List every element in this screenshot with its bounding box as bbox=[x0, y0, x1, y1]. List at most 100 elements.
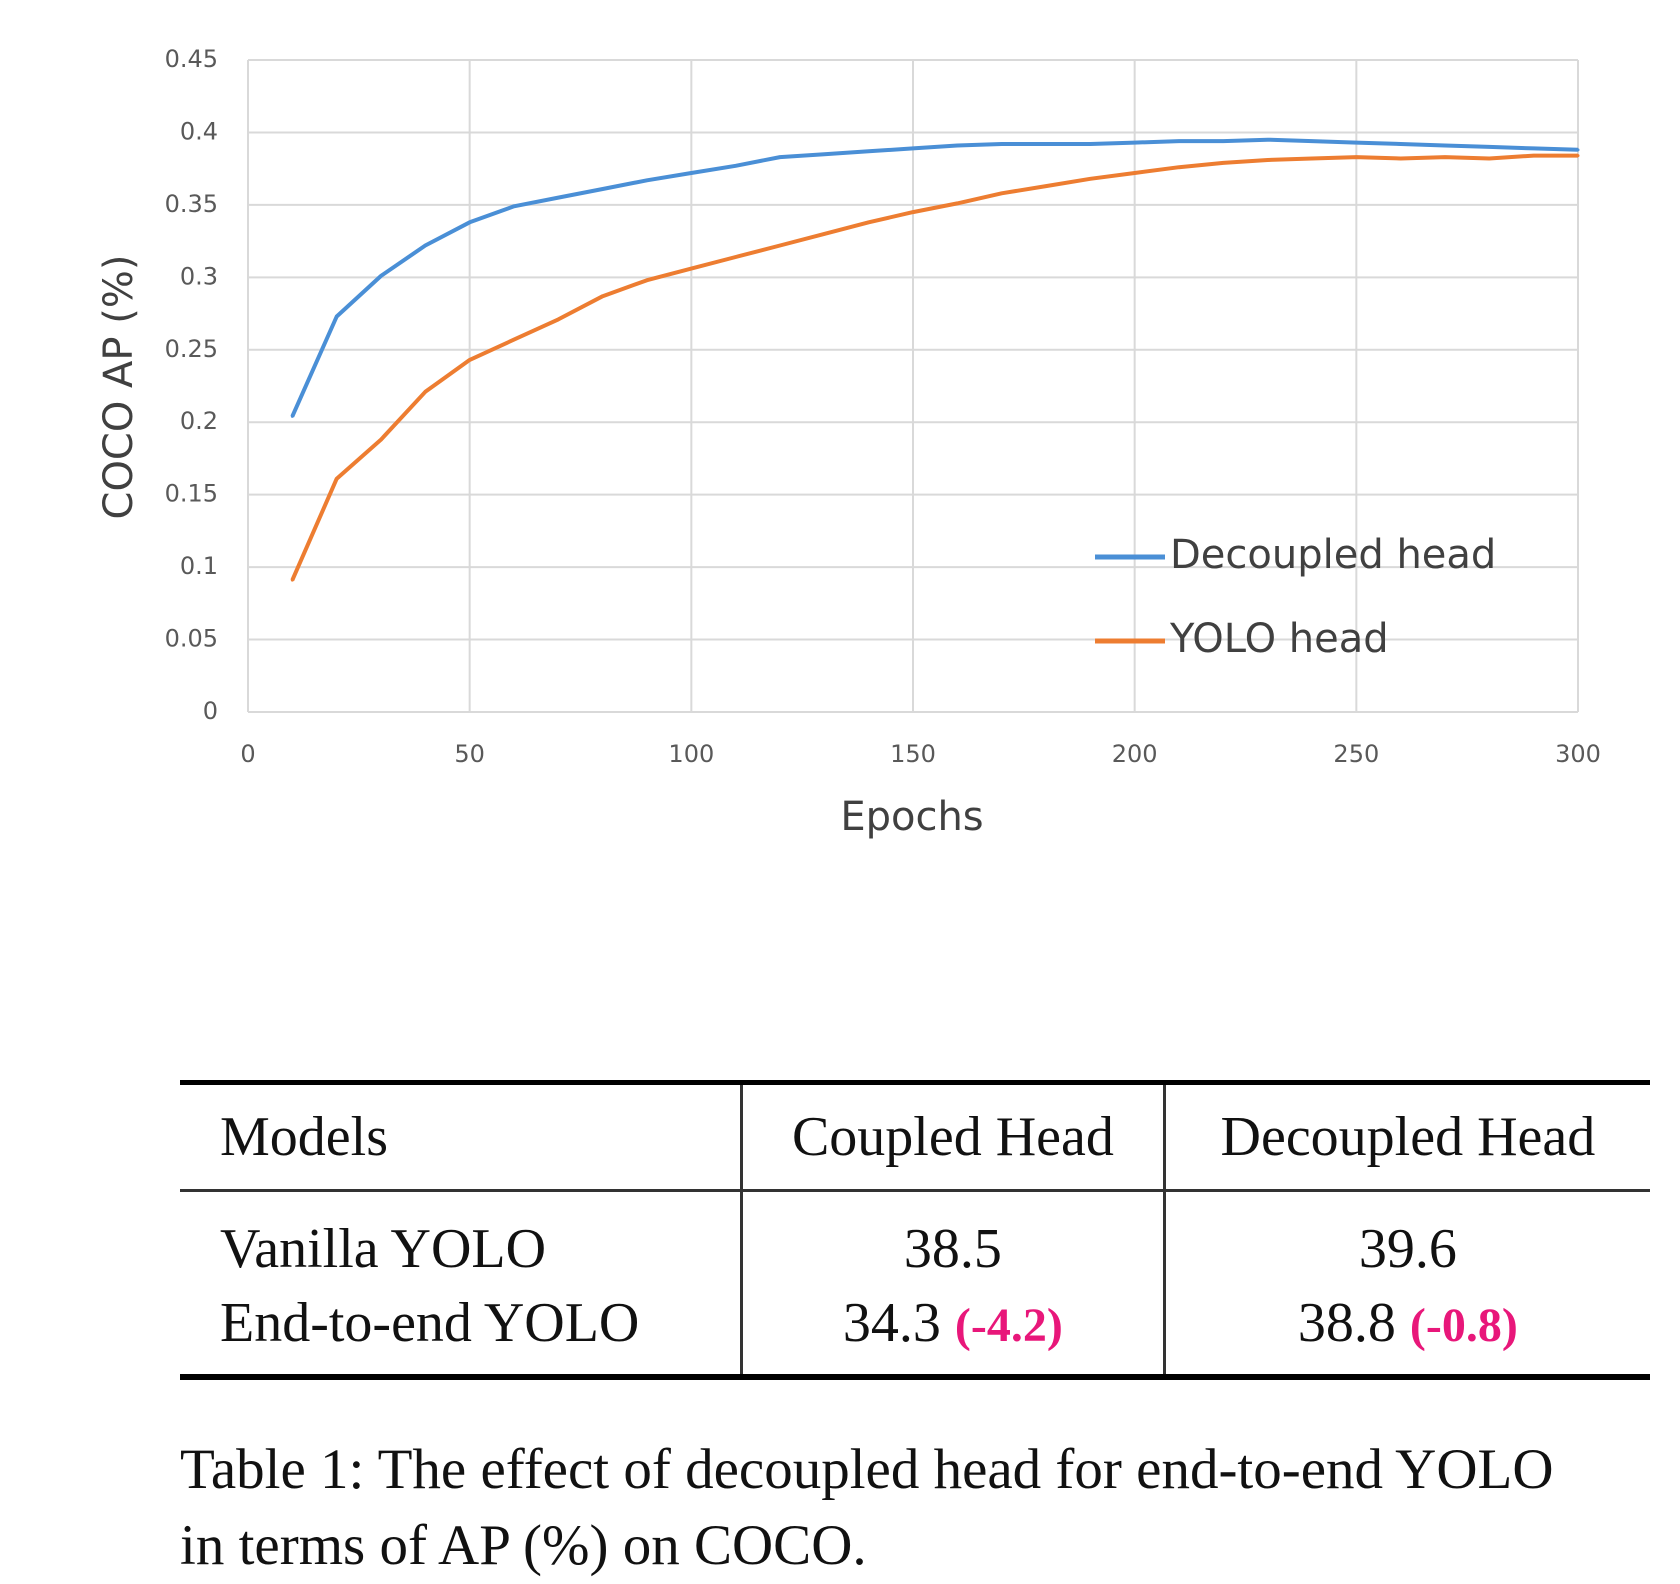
data-point bbox=[955, 143, 959, 147]
data-point bbox=[734, 164, 738, 168]
data-point bbox=[1133, 141, 1137, 145]
data-point bbox=[1487, 145, 1491, 149]
data-point bbox=[335, 314, 339, 318]
y-tick-label: 0.2 bbox=[180, 407, 218, 435]
data-point bbox=[1177, 165, 1181, 169]
decoupled-delta: (-0.8) bbox=[1409, 1299, 1518, 1352]
data-point bbox=[1576, 154, 1580, 158]
header-models: Models bbox=[220, 1106, 388, 1168]
decoupled-value: 38.8 bbox=[1297, 1292, 1396, 1354]
data-point bbox=[1044, 142, 1048, 146]
data-point bbox=[556, 196, 560, 200]
x-tick-label: 150 bbox=[890, 740, 936, 768]
decoupled-value-cell: 39.6 bbox=[1162, 1190, 1650, 1286]
data-point bbox=[379, 274, 383, 278]
decoupled-value: 39.6 bbox=[1358, 1218, 1457, 1280]
coupled-value-cell: 34.3 (-4.2) bbox=[740, 1286, 1165, 1377]
x-tick-label: 250 bbox=[1333, 740, 1379, 768]
gridlines bbox=[247, 59, 1579, 713]
data-point bbox=[423, 390, 427, 394]
data-point bbox=[1354, 155, 1358, 159]
header-coupled-head: Coupled Head bbox=[740, 1082, 1165, 1191]
data-point bbox=[1266, 138, 1270, 142]
model-name: Vanilla YOLO bbox=[220, 1218, 547, 1280]
data-point bbox=[1000, 191, 1004, 195]
data-point bbox=[645, 178, 649, 182]
coupled-value-cell: 38.5 bbox=[740, 1190, 1165, 1286]
table-row: End-to-end YOLO 34.3 (-4.2) 38.8 (-0.8) bbox=[180, 1286, 1650, 1377]
y-axis-title: COCO AP (%) bbox=[96, 255, 142, 520]
data-point bbox=[822, 152, 826, 156]
y-tick-label: 0.05 bbox=[165, 625, 218, 653]
y-tick-labels: 0 0.05 0.1 0.15 0.2 0.25 0.3 0.35 0.4 0.45 bbox=[165, 45, 218, 725]
x-tick-label: 200 bbox=[1112, 740, 1158, 768]
data-point bbox=[601, 294, 605, 298]
y-tick-label: 0.3 bbox=[180, 262, 218, 290]
series-line-yolo-head bbox=[290, 153, 1578, 582]
table-row: Vanilla YOLO 38.5 39.6 bbox=[180, 1190, 1650, 1286]
line-chart: 0 0.05 0.1 0.15 0.2 0.25 0.3 0.35 0.4 0.45 0 50 100… bbox=[96, 45, 1601, 840]
data-point bbox=[867, 220, 871, 224]
data-point bbox=[911, 146, 915, 150]
data-point bbox=[689, 171, 693, 175]
data-point bbox=[778, 243, 782, 247]
data-point bbox=[1399, 157, 1403, 161]
data-point bbox=[1221, 161, 1225, 165]
results-table-block: Models Coupled Head Decoupled Head Vanil… bbox=[180, 1080, 1650, 1380]
y-tick-label: 0.45 bbox=[165, 45, 218, 73]
data-point bbox=[1576, 148, 1580, 152]
results-table: Models Coupled Head Decoupled Head Vanil… bbox=[180, 1080, 1650, 1380]
data-point bbox=[867, 149, 871, 153]
decoupled-value-cell: 38.8 (-0.8) bbox=[1162, 1286, 1650, 1377]
coupled-value: 34.3 bbox=[842, 1292, 941, 1354]
legend-label: YOLO head bbox=[1169, 616, 1389, 662]
caption-line-2: in terms of AP (%) on COCO. bbox=[180, 1514, 867, 1577]
data-point bbox=[468, 358, 472, 362]
data-series bbox=[290, 137, 1580, 582]
data-point bbox=[1443, 155, 1447, 159]
x-tick-label: 0 bbox=[240, 740, 255, 768]
x-tick-label: 100 bbox=[668, 740, 714, 768]
data-point bbox=[290, 414, 294, 418]
x-tick-labels: 0 50 100 150 200 250 300 bbox=[240, 740, 1601, 768]
data-point bbox=[734, 255, 738, 259]
data-point bbox=[1088, 177, 1092, 181]
data-point bbox=[645, 278, 649, 282]
data-point bbox=[1266, 158, 1270, 162]
model-name: End-to-end YOLO bbox=[220, 1292, 640, 1354]
y-tick-label: 0.35 bbox=[165, 190, 218, 218]
data-point bbox=[1310, 157, 1314, 161]
data-point bbox=[1399, 142, 1403, 146]
y-tick-label: 0.15 bbox=[165, 480, 218, 508]
data-point bbox=[1133, 171, 1137, 175]
data-point bbox=[601, 187, 605, 191]
y-tick-label: 0.4 bbox=[180, 117, 218, 145]
table-header-row: Models Coupled Head Decoupled Head bbox=[180, 1082, 1650, 1191]
data-point bbox=[1088, 142, 1092, 146]
x-axis-title: Epochs bbox=[840, 794, 983, 840]
x-tick-label: 50 bbox=[454, 740, 485, 768]
data-point bbox=[911, 210, 915, 214]
data-point bbox=[1532, 146, 1536, 150]
data-point bbox=[1044, 184, 1048, 188]
data-point bbox=[1532, 154, 1536, 158]
data-point bbox=[290, 578, 294, 582]
data-point bbox=[1221, 139, 1225, 143]
data-point bbox=[1177, 139, 1181, 143]
data-point bbox=[1487, 157, 1491, 161]
table-caption: Table 1: The effect of decoupled head fo… bbox=[180, 1432, 1650, 1584]
data-point bbox=[1000, 142, 1004, 146]
data-point bbox=[379, 438, 383, 442]
data-point bbox=[512, 338, 516, 342]
data-point bbox=[468, 220, 472, 224]
y-tick-label: 0 bbox=[203, 697, 218, 725]
data-point bbox=[689, 267, 693, 271]
coupled-value: 38.5 bbox=[903, 1218, 1002, 1280]
y-tick-label: 0.25 bbox=[165, 335, 218, 363]
series-line-decoupled-head bbox=[290, 137, 1579, 418]
data-point bbox=[1443, 143, 1447, 147]
data-point bbox=[1354, 141, 1358, 145]
x-tick-label: 300 bbox=[1555, 740, 1601, 768]
data-point bbox=[955, 201, 959, 205]
data-point bbox=[1310, 139, 1314, 143]
